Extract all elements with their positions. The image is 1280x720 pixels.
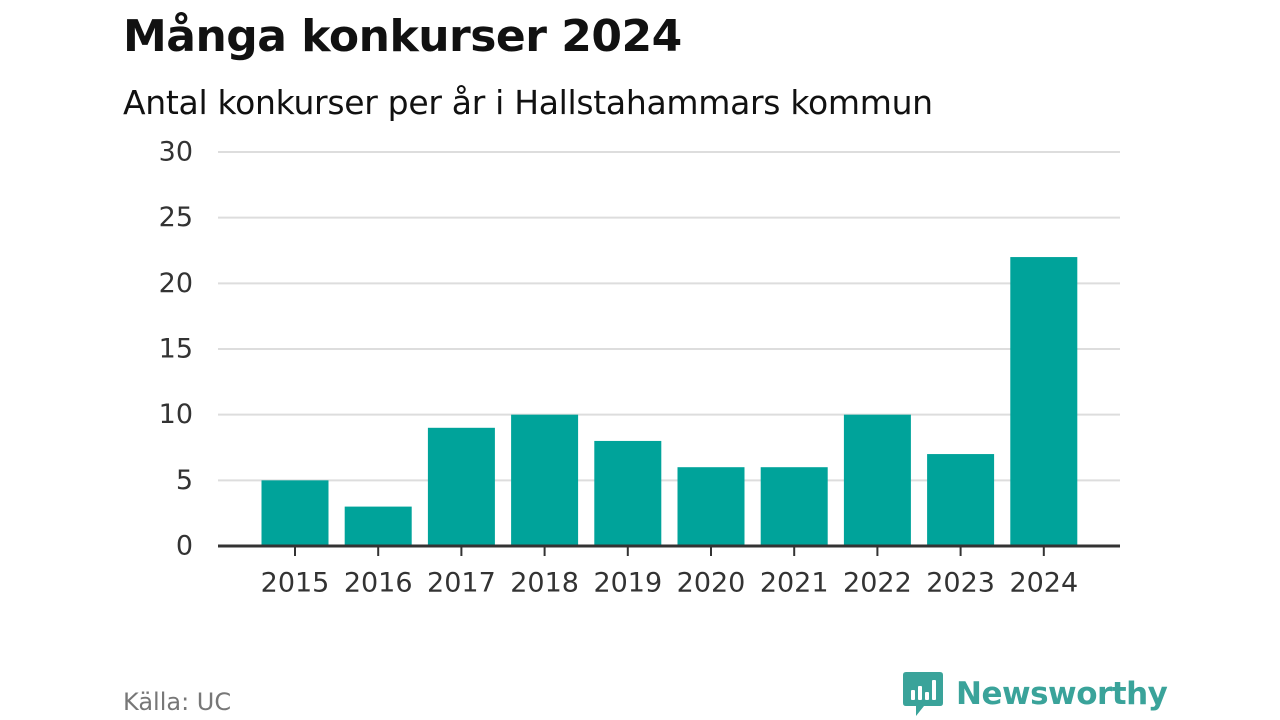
x-tick-label: 2018: [510, 568, 579, 599]
bars: [261, 257, 1078, 546]
bar-2017: [427, 427, 495, 546]
x-tick-label: 2015: [261, 568, 330, 599]
x-axis-tick-labels: 2015 2016 2017 2018 2019 2020 2021 2022 2023 2024: [261, 568, 1079, 599]
bar-2024: [1010, 257, 1078, 546]
bar-2016: [344, 506, 412, 546]
bar-2021: [760, 467, 828, 546]
x-tick-label: 2021: [760, 568, 829, 599]
brand: Newsworthy: [902, 670, 1168, 718]
x-tick-label: 2020: [677, 568, 746, 599]
chart-subtitle: Antal konkurser per år i Hallstahammars …: [123, 83, 933, 122]
y-tick-label: 25: [159, 202, 193, 233]
bar-2022: [843, 414, 911, 546]
y-tick-label: 10: [159, 399, 193, 430]
x-tick-label: 2019: [593, 568, 662, 599]
brand-name: Newsworthy: [956, 676, 1168, 712]
x-tick-label: 2024: [1009, 568, 1078, 599]
bar-2019: [594, 440, 662, 546]
grid-lines: [218, 151, 1120, 482]
bar-2023: [927, 454, 995, 546]
bar-2018: [511, 414, 579, 546]
x-tick-label: 2017: [427, 568, 496, 599]
y-tick-label: 0: [176, 531, 193, 562]
y-tick-label: 5: [176, 465, 193, 496]
y-tick-label: 30: [159, 137, 193, 168]
y-tick-label: 15: [159, 334, 193, 365]
y-tick-label: 20: [159, 268, 193, 299]
x-tick-label: 2022: [843, 568, 912, 599]
source-note: Källa: UC: [123, 688, 232, 716]
chart-title: Många konkurser 2024: [123, 11, 682, 62]
bar-2020: [677, 467, 745, 546]
y-axis-tick-labels: 0 5 10 15 20 25 30: [159, 137, 193, 562]
newsworthy-bar-chart-icon: [903, 672, 943, 716]
x-axis: [218, 544, 1120, 556]
x-tick-label: 2016: [344, 568, 413, 599]
bar-2015: [261, 480, 329, 546]
x-tick-label: 2023: [926, 568, 995, 599]
